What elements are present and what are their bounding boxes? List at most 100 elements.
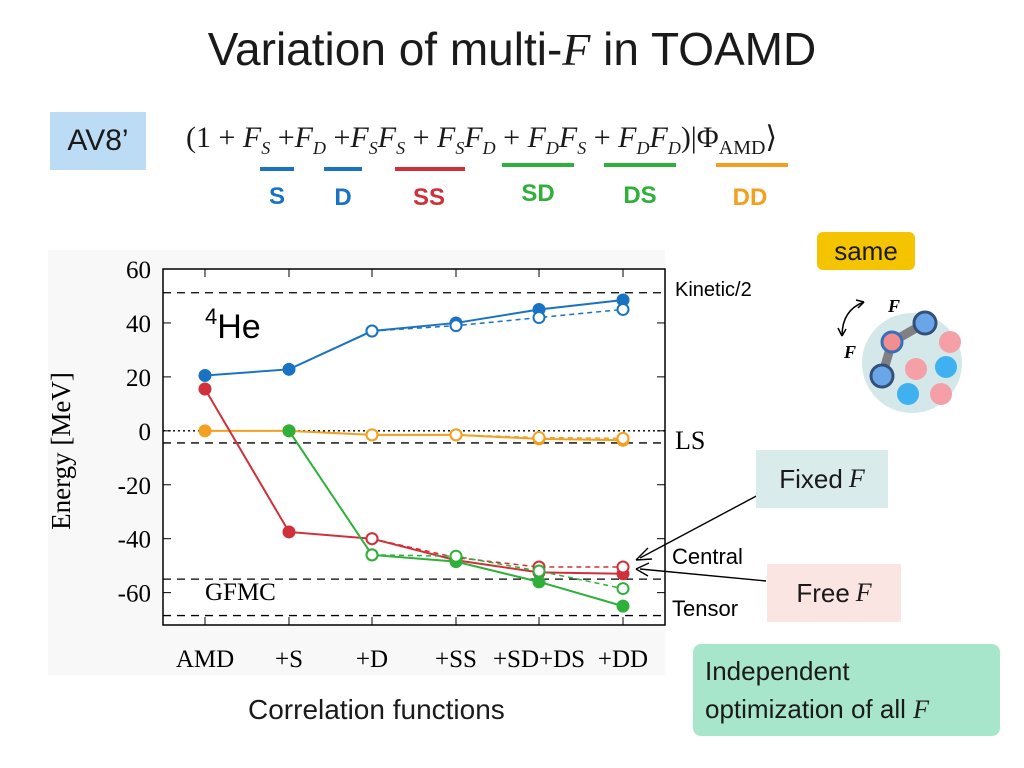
series-line-2 xyxy=(205,429,624,442)
formula-part: F xyxy=(558,121,578,154)
y-tick-label: -40 xyxy=(118,527,151,554)
formula-subscript: D xyxy=(313,138,326,158)
data-point-series-6 xyxy=(282,424,296,438)
y-axis-label: Energy [MeV] xyxy=(46,372,76,530)
arrowhead-icon xyxy=(855,299,865,309)
term-label-dd: DD xyxy=(732,184,768,211)
term-underline-ds xyxy=(604,163,676,167)
term-underline-s xyxy=(260,167,294,171)
series-line-0 xyxy=(204,299,624,377)
data-point-series-3 xyxy=(365,428,379,442)
formula-part: ⟩ xyxy=(765,121,778,154)
data-point-series-1 xyxy=(449,319,463,333)
formula-subscript: D xyxy=(667,138,681,158)
term-label-s: S xyxy=(268,183,285,210)
data-point-series-7 xyxy=(365,548,379,562)
formula-part: F xyxy=(294,121,313,154)
formula-subscript: S xyxy=(577,138,587,158)
free-f-callout: Free F xyxy=(767,564,901,622)
x-tick-label: +SS xyxy=(435,646,477,673)
formula-part: (1 + xyxy=(186,121,243,154)
reference-line-label: Kinetic/2 xyxy=(675,279,752,301)
data-point-series-3 xyxy=(449,428,463,442)
nucleon-red xyxy=(880,330,904,354)
formula-part: F xyxy=(527,121,546,154)
formula-subscript: S xyxy=(396,138,406,158)
formula-subscript: AMD xyxy=(718,137,766,159)
data-point-series-7 xyxy=(532,564,546,578)
x-tick-label: +DD xyxy=(598,646,648,673)
formula: (1 + FS +FD +FSFS + FSFD + FDFS + FDFD)|… xyxy=(186,120,777,160)
nucleon-blue xyxy=(912,310,938,336)
nucleon-blue xyxy=(935,356,957,378)
formula-part: F xyxy=(618,121,637,154)
term-underline-d xyxy=(324,167,362,171)
fixed-arrow-line xyxy=(639,492,763,559)
formula-subscript: S xyxy=(455,138,465,158)
term-underline-sd xyxy=(502,163,574,167)
data-point-series-7 xyxy=(449,549,463,563)
data-point-series-0 xyxy=(282,362,296,376)
data-point-series-5 xyxy=(365,532,379,546)
data-point-series-4 xyxy=(198,382,212,396)
formula-part: F xyxy=(464,121,483,154)
arrowhead-icon xyxy=(837,327,847,337)
x-tick-label: +D xyxy=(356,646,388,673)
term-label-d: D xyxy=(334,184,352,211)
rotation-arrow-icon xyxy=(841,301,865,337)
arrowhead-icon xyxy=(635,547,653,561)
independent-optimization-callout: Independent optimization of all F xyxy=(693,644,1000,736)
cluster-f-label: F xyxy=(887,296,900,316)
data-point-series-3 xyxy=(532,431,546,445)
formula-part: F xyxy=(649,121,668,154)
formula-subscript: S xyxy=(368,138,378,158)
reference-line-label: Central xyxy=(672,544,743,569)
data-point-series-7 xyxy=(616,582,630,596)
same-badge: same xyxy=(817,232,915,270)
arrowhead-icon xyxy=(635,562,650,577)
series-line-1 xyxy=(371,308,624,332)
formula-part: + xyxy=(495,121,528,154)
x-tick-label: +S xyxy=(275,646,303,673)
term-underline-dd xyxy=(716,163,788,167)
series-line-5 xyxy=(371,537,623,568)
nucleon-red xyxy=(939,331,961,353)
cluster-f-label: F xyxy=(843,342,856,362)
formula-part: + xyxy=(405,121,437,154)
term-label-ss: SS xyxy=(412,184,445,211)
data-point-series-1 xyxy=(365,324,379,338)
data-point-series-1 xyxy=(616,302,630,316)
data-point-series-0 xyxy=(198,369,212,383)
formula-subscript: D xyxy=(636,138,650,158)
model-label: AV8’ xyxy=(50,112,146,170)
data-point-series-6 xyxy=(532,575,546,589)
formula-part: F xyxy=(377,121,397,154)
y-tick-label: 40 xyxy=(126,311,151,338)
data-point-series-1 xyxy=(532,311,546,325)
x-axis-caption: Correlation functions xyxy=(248,694,505,725)
cluster-illustration: F F xyxy=(837,296,962,413)
formula-part: + xyxy=(586,121,619,154)
data-point-series-5 xyxy=(616,560,630,574)
nucleus-label: 4He xyxy=(205,304,261,346)
series-line-3 xyxy=(288,430,624,440)
free-arrow-line xyxy=(639,568,767,582)
data-point-series-3 xyxy=(616,431,630,445)
formula-subscript: S xyxy=(261,138,271,158)
y-tick-label: 60 xyxy=(126,257,151,284)
formula-part: + xyxy=(326,121,351,154)
formula-subscript: D xyxy=(482,138,496,158)
reference-line-label: LS xyxy=(675,426,705,455)
formula-subscript: D xyxy=(545,138,559,158)
nucleon-blue xyxy=(869,363,895,389)
data-point-series-6 xyxy=(616,599,630,613)
x-tick-label: AMD xyxy=(176,646,234,673)
page-title: Variation of multi-F in TOAMD xyxy=(207,23,817,75)
y-tick-label: -60 xyxy=(118,581,151,608)
y-tick-label: -20 xyxy=(118,473,151,500)
term-underline-ss xyxy=(395,167,465,171)
gfmc-label: GFMC xyxy=(205,579,276,606)
fixed-f-callout: Fixed F xyxy=(756,450,888,508)
series-line-7 xyxy=(371,554,624,590)
